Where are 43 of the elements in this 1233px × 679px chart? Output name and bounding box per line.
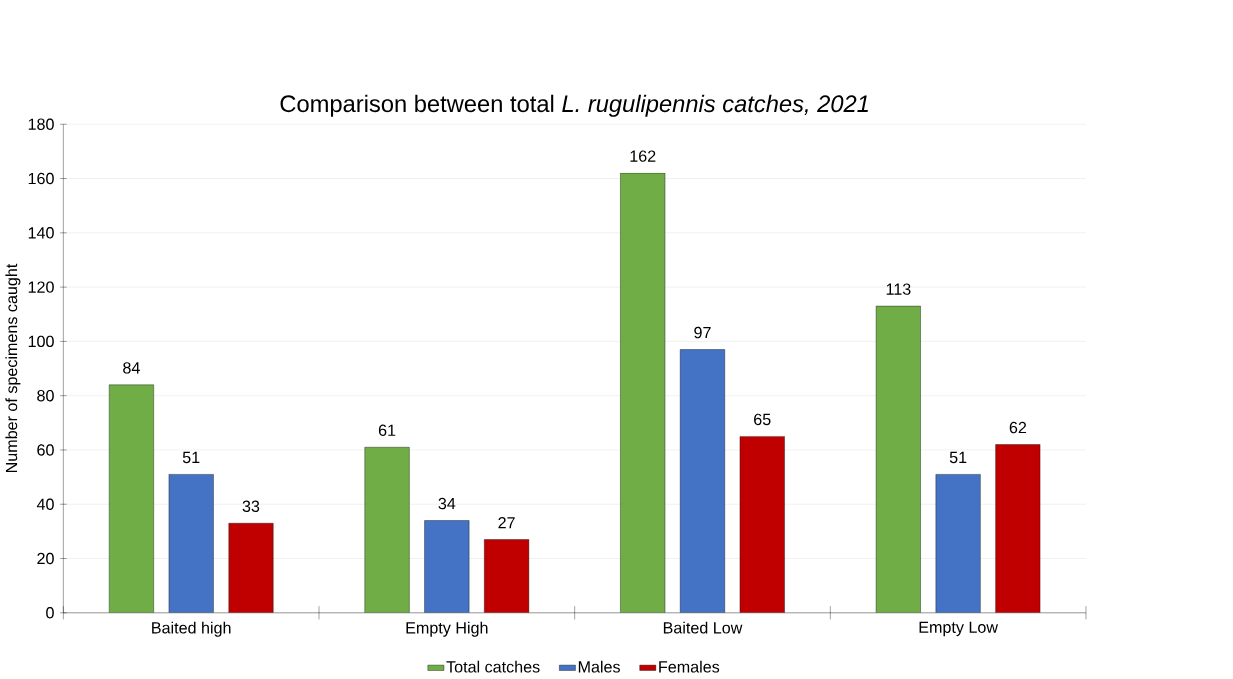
data-label: 65 bbox=[754, 413, 771, 426]
y-tick-label: 20 bbox=[37, 553, 54, 565]
legend-label: Females bbox=[659, 660, 720, 673]
legend-label: Total catches bbox=[446, 660, 540, 673]
data-label: 51 bbox=[949, 452, 967, 464]
data-label: 61 bbox=[378, 424, 396, 437]
x-tick-label: Empty Low bbox=[919, 621, 999, 637]
data-label: 113 bbox=[886, 283, 911, 296]
y-tick-label: 80 bbox=[37, 390, 54, 402]
x-tick-label: Empty High bbox=[406, 621, 488, 637]
y-tick-label: 140 bbox=[28, 227, 54, 239]
data-label: 162 bbox=[630, 150, 656, 163]
bar bbox=[995, 444, 1041, 613]
data-label: 51 bbox=[182, 452, 200, 464]
legend-label: Males bbox=[578, 660, 620, 673]
bar bbox=[228, 523, 274, 613]
y-tick-label: 100 bbox=[28, 335, 54, 348]
bar bbox=[875, 306, 921, 613]
data-label: 62 bbox=[1009, 422, 1027, 434]
y-tick-label: 120 bbox=[28, 281, 54, 294]
y-tick-label: 180 bbox=[28, 118, 54, 131]
data-label: 97 bbox=[694, 327, 711, 339]
y-tick-label: 60 bbox=[37, 444, 54, 456]
bar bbox=[424, 520, 470, 613]
data-label: 34 bbox=[438, 498, 456, 510]
y-tick-label: 40 bbox=[36, 498, 54, 511]
bar bbox=[680, 349, 725, 613]
bar bbox=[484, 539, 529, 613]
y-axis-title: Number of specimens caught bbox=[5, 264, 21, 473]
bar bbox=[109, 385, 154, 613]
bar bbox=[620, 173, 666, 613]
chart-title: Comparison between total L. rugulipennis catches, 2021 bbox=[280, 94, 868, 118]
x-tick-label: Baited Low bbox=[663, 621, 743, 634]
bar bbox=[935, 474, 981, 613]
data-label: 33 bbox=[242, 500, 260, 513]
y-tick-label: 0 bbox=[46, 607, 54, 619]
bar bbox=[364, 447, 410, 613]
bar bbox=[168, 474, 214, 613]
bar bbox=[739, 436, 785, 613]
x-tick-label: Baited high bbox=[152, 621, 231, 637]
data-label: 27 bbox=[498, 517, 515, 529]
data-label: 84 bbox=[123, 362, 140, 374]
y-tick-label: 160 bbox=[28, 173, 54, 185]
